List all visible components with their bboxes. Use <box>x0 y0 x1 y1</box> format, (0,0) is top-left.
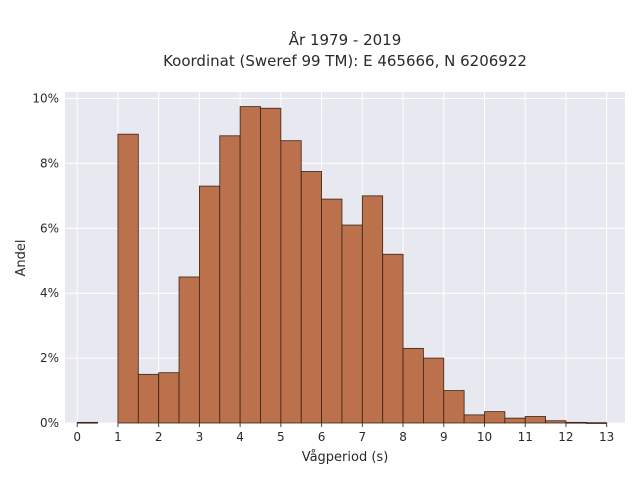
x-axis-label: Vågperiod (s) <box>302 450 389 465</box>
histogram-bar <box>137 373 160 424</box>
histogram-bar <box>422 357 445 424</box>
x-tick-label: 1 <box>114 430 122 444</box>
bars <box>76 106 608 424</box>
x-tick-label: 6 <box>318 430 326 444</box>
histogram-bar <box>117 133 139 424</box>
histogram-bar <box>321 198 343 424</box>
y-tick-label: 0% <box>40 416 59 430</box>
histogram-bar <box>300 171 322 424</box>
y-tick-label: 10% <box>32 91 59 105</box>
histogram-bar <box>158 372 180 424</box>
x-tick-label: 7 <box>358 430 366 444</box>
histogram-bar <box>545 420 567 424</box>
histogram-bar <box>463 414 485 424</box>
histogram-bar <box>260 107 282 424</box>
x-tick-label: 9 <box>440 430 448 444</box>
y-tick-label: 8% <box>40 156 59 170</box>
x-tick-label: 3 <box>196 430 204 444</box>
histogram-bar <box>524 416 546 424</box>
x-tick-label: 4 <box>236 430 244 444</box>
x-tick-label: 11 <box>518 430 533 444</box>
y-axis-ticks: 0% 2% 4% 6% 8% 10% <box>32 91 59 430</box>
x-tick-label: 8 <box>399 430 407 444</box>
x-tick-label: 2 <box>155 430 163 444</box>
histogram-bar <box>239 106 261 424</box>
x-tick-label: 12 <box>558 430 573 444</box>
histogram-bar <box>484 411 506 424</box>
histogram-bar <box>178 276 200 424</box>
histogram-bar <box>504 417 526 424</box>
x-axis-ticks: 0 1 2 3 4 5 6 7 8 9 10 11 12 13 <box>73 423 614 444</box>
histogram-bar <box>341 224 363 424</box>
y-tick-label: 2% <box>40 351 59 365</box>
histogram-bar <box>76 421 98 424</box>
chart-title-line2: Koordinat (Sweref 99 TM): E 465666, N 62… <box>163 52 527 70</box>
y-tick-label: 6% <box>40 221 59 235</box>
y-tick-label: 4% <box>40 286 59 300</box>
histogram-bar <box>382 253 404 424</box>
histogram-bar <box>219 135 241 424</box>
y-axis-label: Andel <box>14 240 29 277</box>
histogram-bar <box>402 347 424 424</box>
chart-title-line1: År 1979 - 2019 <box>289 30 402 49</box>
x-tick-label: 10 <box>477 430 492 444</box>
histogram-bar <box>565 421 587 424</box>
x-tick-label: 13 <box>599 430 614 444</box>
histogram-bar <box>198 185 221 424</box>
histogram-bar <box>585 422 608 424</box>
x-tick-label: 0 <box>73 430 81 444</box>
histogram-bar <box>361 195 384 424</box>
histogram-bar <box>443 390 465 424</box>
histogram-bar <box>280 140 302 424</box>
x-tick-label: 5 <box>277 430 285 444</box>
